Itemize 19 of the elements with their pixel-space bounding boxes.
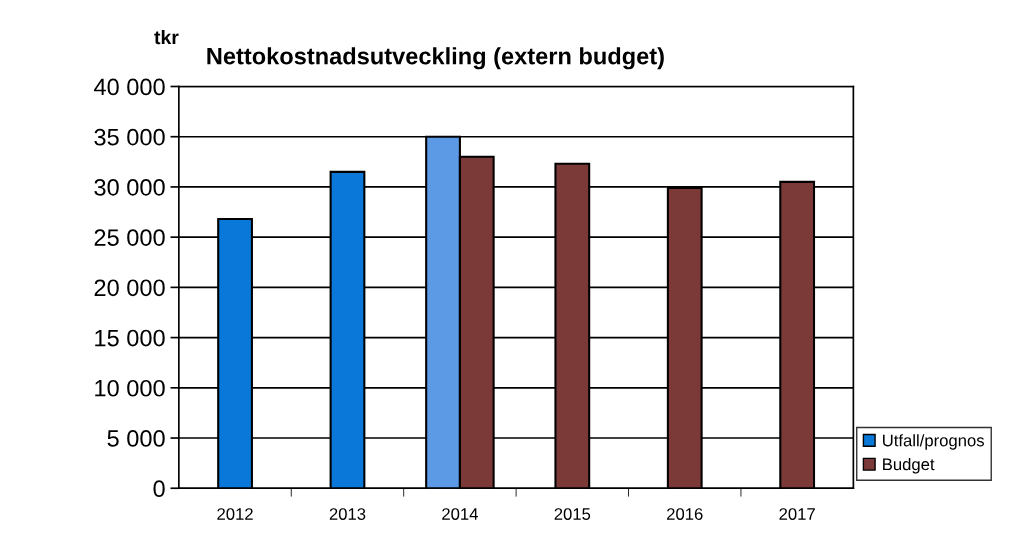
y-tick-label: 30 000 (94, 179, 165, 196)
x-tick-label: 2017 (779, 508, 815, 520)
y-tick-label: 40 000 (93, 78, 165, 96)
y-tick-label: 5 000 (107, 430, 165, 447)
chart-title: Nettokostnadsutveckling (extern budget) (207, 47, 664, 70)
y-tick-label: 35 000 (94, 128, 165, 146)
y-tick-label: 25 000 (94, 229, 165, 246)
x-tick-label: 2013 (329, 508, 366, 520)
legend-label: Budget (883, 458, 935, 474)
y-tick-label: 10 000 (95, 379, 165, 397)
legend-label: Utfall/prognos (883, 434, 984, 450)
x-tick-label: 2015 (554, 508, 591, 520)
y-tick-label: 20 000 (94, 279, 165, 297)
x-tick-label: 2012 (217, 508, 253, 520)
x-tick-label: 2014 (442, 508, 478, 520)
y-tick-label: 0 (153, 480, 165, 498)
y-axis-title: tkr (154, 30, 179, 45)
x-tick-label: 2016 (667, 508, 703, 520)
y-tick-label: 15 000 (95, 329, 165, 347)
